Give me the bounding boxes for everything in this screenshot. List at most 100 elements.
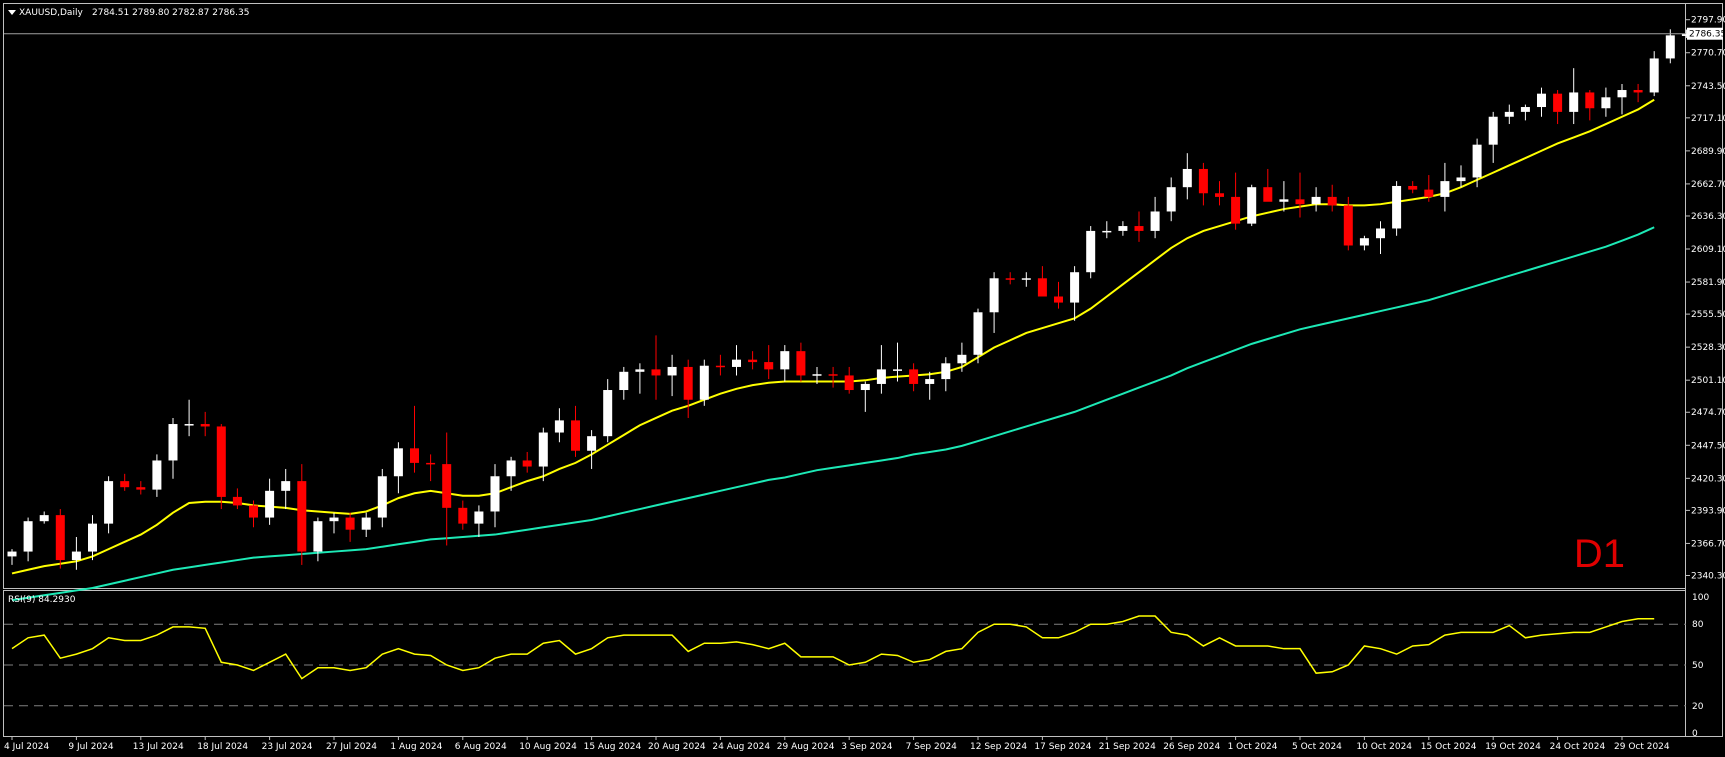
candle-body (474, 511, 484, 524)
price-tick-label: 2447.50 (1691, 441, 1725, 451)
candle-body (329, 517, 339, 522)
candle-body (748, 359, 758, 363)
candle-body (7, 551, 17, 557)
candle-body (715, 365, 725, 368)
candle-body (1295, 199, 1305, 205)
time-tick-label: 17 Sep 2024 (1034, 742, 1091, 752)
candle-body (1681, 33, 1691, 36)
time-tick-label: 4 Jul 2024 (4, 742, 49, 752)
candle-body (603, 390, 613, 437)
time-tick-label: 19 Oct 2024 (1485, 742, 1541, 752)
candle-body (1569, 92, 1579, 112)
candle-body (1359, 238, 1369, 246)
candle-body (265, 490, 275, 518)
time-tick-label: 15 Aug 2024 (584, 742, 642, 752)
candle-body (925, 379, 935, 384)
chart-symbol-label: XAUUSD,Daily (19, 8, 83, 18)
candle-body (55, 515, 65, 561)
candle-body (1553, 93, 1563, 112)
price-tick-label: 2662.70 (1691, 180, 1725, 190)
candle-body (1537, 93, 1546, 108)
time-tick-label: 27 Jul 2024 (326, 742, 377, 752)
candle-body (1198, 168, 1208, 194)
candle-body (216, 426, 226, 497)
price-tick-label: 2797.90 (1691, 16, 1725, 26)
candle-body (1456, 177, 1466, 182)
candle-body (1070, 272, 1080, 303)
rsi-line (11, 615, 1655, 680)
candle-body (893, 369, 902, 371)
candle-body (780, 351, 790, 370)
ma-slow-line (11, 226, 1655, 602)
candle-body (796, 351, 806, 376)
rsi-level-lines (4, 623, 1686, 707)
candle-body (249, 505, 258, 518)
rsi-tick-label: 80 (1692, 620, 1704, 630)
candle-body (876, 369, 886, 384)
candle-body (699, 365, 709, 400)
candle-body (1166, 187, 1176, 212)
candlestick-series (7, 29, 1691, 570)
candle-body (442, 464, 452, 508)
candle-body (587, 436, 597, 451)
current-price-tag (1687, 27, 1723, 40)
candle-body (1231, 196, 1241, 224)
candle-body (909, 369, 919, 384)
candle-body (957, 354, 967, 364)
price-tick-label: 2770.70 (1691, 49, 1725, 59)
candle-body (1182, 168, 1192, 188)
rsi-axis: 100 80 50 20 0 (1692, 593, 1709, 739)
time-tick-label: 24 Aug 2024 (712, 742, 770, 752)
rsi-tick-label: 0 (1692, 729, 1698, 739)
price-tick-label: 2689.90 (1691, 147, 1725, 157)
candle-body (1311, 196, 1321, 205)
price-tick-label: 2636.30 (1691, 212, 1725, 222)
current-price-line: 2786.35 (4, 27, 1725, 40)
price-tick-label: 2743.50 (1691, 82, 1725, 92)
time-tick-label: 3 Sep 2024 (841, 742, 893, 752)
time-tick-label: 29 Oct 2024 (1614, 742, 1670, 752)
collapse-triangle-icon[interactable] (8, 10, 16, 15)
time-tick-label: 6 Aug 2024 (455, 742, 507, 752)
candle-body (1376, 228, 1385, 239)
ma-fast-polyline (11, 98, 1655, 575)
time-tick-label: 21 Sep 2024 (1099, 742, 1156, 752)
time-axis: 4 Jul 2024 9 Jul 2024 13 Jul 2024 18 Jul 20… (4, 736, 1670, 752)
time-tick-label: 1 Oct 2024 (1228, 742, 1278, 752)
price-tick-label: 2581.90 (1691, 278, 1725, 288)
candle-body (1263, 187, 1273, 202)
candle-body (635, 369, 645, 372)
chart-ohlc-values: 2784.51 2789.80 2782.87 2786.35 (92, 8, 249, 18)
time-tick-label: 1 Aug 2024 (390, 742, 442, 752)
time-tick-label: 7 Sep 2024 (906, 742, 958, 752)
candle-body (1488, 116, 1498, 145)
candle-body (184, 424, 194, 426)
time-tick-label: 29 Aug 2024 (777, 742, 835, 752)
candle-body (667, 366, 677, 376)
price-tick-label: 2528.30 (1691, 343, 1725, 353)
candle-body (345, 517, 355, 530)
candle-body (1215, 193, 1224, 197)
candle-body (1102, 230, 1112, 233)
time-tick-label: 9 Jul 2024 (68, 742, 113, 752)
candle-body (941, 363, 951, 380)
candle-body (168, 424, 178, 461)
candle-body (1440, 181, 1450, 197)
price-tick-label: 2340.30 (1691, 571, 1725, 581)
candle-body (1504, 111, 1514, 117)
candle-body (1134, 226, 1144, 231)
candle-body (1585, 92, 1595, 109)
rsi-pane-frame (3, 590, 1686, 737)
price-tick-label: 2366.70 (1691, 539, 1725, 549)
candle-body (297, 481, 307, 552)
candle-body (136, 487, 146, 490)
candle-body (1343, 205, 1353, 246)
candle-body (1601, 97, 1611, 109)
rsi-tick-label: 50 (1692, 661, 1704, 671)
time-tick-label: 5 Oct 2024 (1292, 742, 1342, 752)
candle-body (860, 383, 870, 391)
candle-body (1408, 185, 1418, 190)
candle-body (313, 521, 323, 552)
price-tick-label: 2393.90 (1691, 506, 1725, 516)
